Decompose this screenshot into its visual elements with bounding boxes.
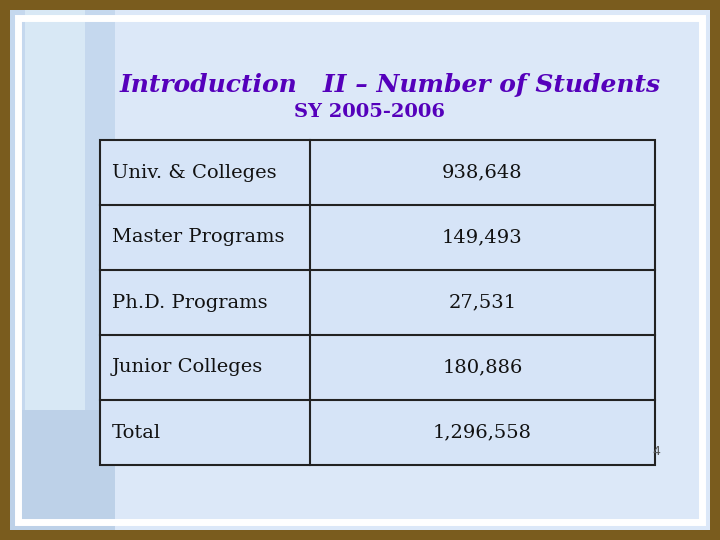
Text: 180,886: 180,886	[442, 359, 523, 376]
Text: SY 2005-2006: SY 2005-2006	[294, 103, 446, 121]
FancyBboxPatch shape	[100, 140, 655, 465]
FancyBboxPatch shape	[25, 10, 85, 530]
Text: Master Programs: Master Programs	[112, 228, 284, 246]
Text: Total: Total	[112, 423, 161, 442]
Text: 149,493: 149,493	[442, 228, 523, 246]
Text: Introduction   II – Number of Students: Introduction II – Number of Students	[120, 73, 661, 97]
Text: Univ. & Colleges: Univ. & Colleges	[112, 164, 276, 181]
Text: 1,296,558: 1,296,558	[433, 423, 532, 442]
Text: 938,648: 938,648	[442, 164, 523, 181]
FancyBboxPatch shape	[10, 10, 115, 530]
FancyBboxPatch shape	[10, 10, 710, 530]
Text: 27,531: 27,531	[449, 294, 516, 312]
Text: 4: 4	[652, 445, 660, 458]
Text: Junior Colleges: Junior Colleges	[112, 359, 264, 376]
FancyBboxPatch shape	[10, 410, 115, 530]
Text: Ph.D. Programs: Ph.D. Programs	[112, 294, 268, 312]
